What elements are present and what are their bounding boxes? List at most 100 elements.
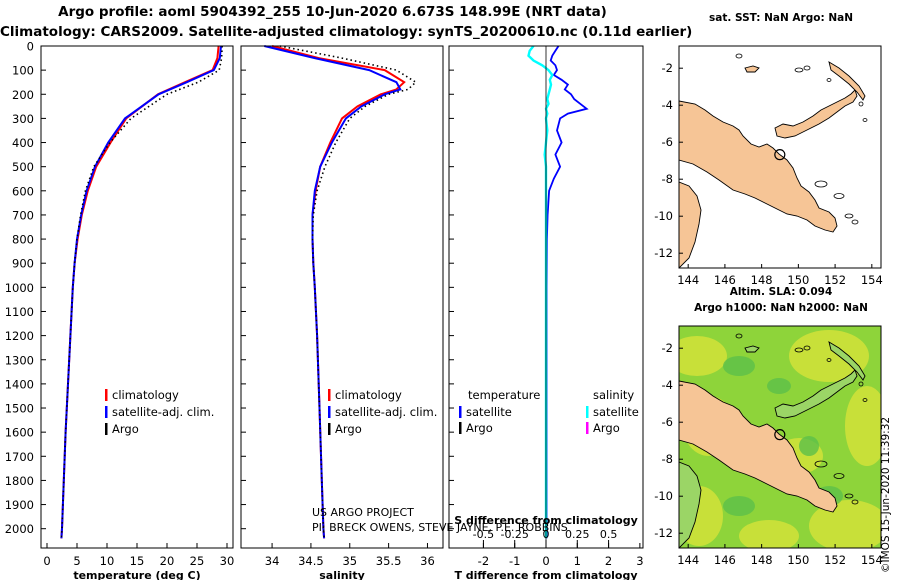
sla-anomaly-patch	[767, 378, 791, 394]
dS-tick-label-0.5: 0.5	[600, 528, 618, 541]
map-3-island	[794, 67, 804, 73]
dT-legend-satellite-swatch	[459, 406, 462, 418]
map-3-admiralty-islands	[744, 65, 760, 73]
sla-anomaly-patch	[723, 356, 755, 376]
sla-anomaly-patch	[739, 520, 799, 548]
map-3-lon-label-150: 150	[787, 273, 809, 287]
map-4-island	[735, 333, 743, 339]
map-4-new-ireland	[828, 341, 866, 381]
dT-tick-label-2: 2	[605, 554, 612, 568]
sla-anomaly-patch	[809, 500, 881, 548]
map-3-island	[826, 78, 832, 82]
map-4-island	[803, 345, 811, 351]
sla-anomaly-patch	[799, 436, 819, 456]
plot-frame-1	[240, 45, 444, 549]
map-4-island	[833, 473, 845, 479]
map-3-lat-label--12: -12	[654, 246, 673, 260]
map-4-content	[679, 326, 881, 548]
map-3-island	[814, 180, 828, 188]
dS-legend-argo-swatch	[586, 422, 589, 434]
map-4-new-britain	[774, 369, 858, 419]
frames-layer	[40, 45, 882, 549]
depth-tick-label-1600: 1600	[5, 426, 34, 440]
map-3-lon-label-148: 148	[751, 273, 773, 287]
temp-legend-satellite-swatch	[105, 406, 108, 418]
x-tick-label-0-0: 0	[43, 554, 50, 568]
dS-tick-label-0.25: 0.25	[565, 528, 590, 541]
map-4-frame	[678, 325, 882, 549]
difference-series-group	[527, 46, 589, 539]
depth-tick-label-400: 400	[12, 136, 34, 150]
map-4-admiralty-islands	[744, 345, 760, 353]
map-3-lat-label--2: -2	[662, 61, 673, 75]
map-3-new-ireland	[828, 61, 866, 101]
temp-legend-satellite-label: satellite-adj. clim.	[112, 405, 214, 419]
series-line-0-climatology	[60, 45, 220, 539]
map-4-lon-label-150: 150	[787, 553, 809, 567]
x-tick-label-0-15: 15	[130, 554, 145, 568]
sal-legend-argo-swatch	[328, 423, 331, 435]
dS-legend-satellite-swatch	[586, 406, 589, 418]
map-3-new-britain	[774, 89, 858, 139]
profile-plots-layer	[60, 45, 589, 539]
map-3-lon-label-154: 154	[861, 273, 883, 287]
dS-tick-label--0.25: -0.25	[500, 528, 528, 541]
depth-tick-label-1300: 1300	[5, 353, 34, 367]
dT-tick-label-0: 0	[542, 554, 549, 568]
x-tick-label-1-36: 36	[420, 554, 435, 568]
map-3-content	[679, 46, 881, 268]
x-axis-label-1: salinity	[319, 569, 365, 580]
x-tick-label-0-25: 25	[190, 554, 205, 568]
map-4-lat-label--8: -8	[662, 452, 673, 466]
map-3-lat-label--10: -10	[654, 209, 673, 223]
depth-tick-label-600: 600	[12, 184, 34, 198]
map-4-island	[851, 499, 859, 505]
series-line-0-argo	[60, 45, 223, 539]
map-3-lon-label-144: 144	[677, 273, 699, 287]
sla-anomaly-patch	[845, 386, 881, 466]
temperature-difference-line	[545, 46, 589, 539]
map-3-island	[858, 101, 864, 107]
depth-tick-label-1400: 1400	[5, 377, 34, 391]
dT-legend-argo-label: Argo	[466, 421, 493, 435]
depth-tick-label-500: 500	[12, 160, 34, 174]
dT-legend-argo-swatch	[459, 422, 462, 434]
series-line-0-satelliteadjclim	[60, 45, 222, 539]
depth-tick-label-300: 300	[12, 112, 34, 126]
dS-tick-label--0.5: -0.5	[473, 528, 494, 541]
map-3-island	[803, 65, 811, 71]
map-4-lon-label-144: 144	[677, 553, 699, 567]
map-4-lon-label-146: 146	[714, 553, 736, 567]
map-3-island	[851, 219, 859, 225]
map-3-lat-label--8: -8	[662, 172, 673, 186]
map-4-lat-label--10: -10	[654, 489, 673, 503]
map-4-australia-cape-york	[679, 461, 702, 548]
map-4-island	[814, 460, 828, 468]
temp-legend-climatology-swatch	[105, 389, 108, 401]
dS-tick-label-0: 0	[543, 528, 550, 541]
depth-tick-label-0: 0	[27, 40, 34, 54]
dS-legend-satellite-label: satellite	[593, 405, 639, 419]
map-4-lat-label--6: -6	[662, 415, 673, 429]
dT-tick-label--2: -2	[478, 554, 489, 568]
sal-legend-argo-label: Argo	[335, 422, 362, 436]
dS-legend-argo-label: Argo	[593, 421, 620, 435]
map-4-island	[826, 358, 832, 362]
sla-anomaly-patch	[789, 330, 869, 382]
text-layer: 0100200300400500600700800900100011001200…	[5, 40, 883, 580]
dT-legend-satellite-label: satellite	[466, 405, 512, 419]
dS-legend-title: salinity	[593, 388, 634, 402]
map-4-island	[794, 347, 804, 353]
depth-tick-label-700: 700	[12, 208, 34, 222]
x2-axis-label: S difference from climatology	[454, 514, 638, 527]
x-tick-label-1-34: 34	[265, 554, 280, 568]
sal-legend-climatology-swatch	[328, 389, 331, 401]
map-4-island	[862, 398, 868, 402]
series-line-1-climatology	[271, 45, 406, 539]
plot-frame-0	[40, 45, 234, 549]
x-tick-label-0-5: 5	[73, 554, 80, 568]
depth-tick-label-900: 900	[12, 257, 34, 271]
map-3-lon-label-152: 152	[824, 273, 846, 287]
dT-tick-label--1: -1	[509, 554, 520, 568]
figure-title-line1: Argo profile: aoml 5904392_255 10-Jun-20…	[58, 4, 607, 20]
